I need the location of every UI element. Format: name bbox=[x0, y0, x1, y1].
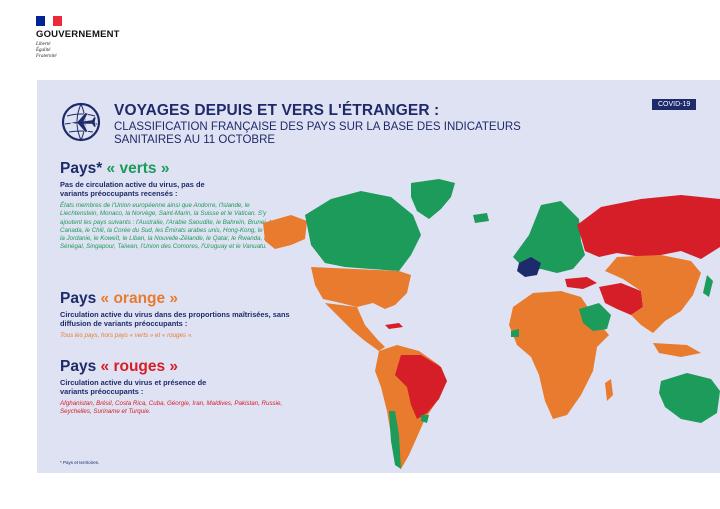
orange-heading: Pays « orange » bbox=[60, 290, 300, 308]
map-cuba bbox=[385, 323, 403, 329]
red-heading: Pays « rouges » bbox=[60, 358, 295, 376]
orange-label: « orange » bbox=[100, 290, 179, 307]
map-turkey bbox=[565, 277, 597, 289]
red-desc: Circulation active du virus et présence … bbox=[60, 378, 207, 396]
map-russia bbox=[577, 195, 720, 259]
map-greenland bbox=[411, 179, 455, 219]
map-mexico bbox=[325, 303, 385, 351]
gov-logo: GOUVERNEMENT Liberté Égalité Fraternité bbox=[36, 16, 120, 60]
red-section: Pays « rouges » Circulation active du vi… bbox=[60, 358, 295, 417]
green-section: Pays* « verts » Pas de circulation activ… bbox=[60, 160, 285, 252]
map-chile bbox=[389, 411, 401, 469]
map-senegal bbox=[511, 329, 519, 337]
green-list: États membres de l'Union européenne ains… bbox=[60, 202, 283, 251]
covid-badge: COVID-19 bbox=[652, 99, 697, 110]
motto-line-1: Liberté bbox=[36, 42, 51, 47]
orange-prefix: Pays bbox=[60, 290, 101, 307]
red-prefix: Pays bbox=[60, 358, 101, 375]
green-label: « verts » bbox=[106, 160, 170, 177]
map-japan bbox=[703, 275, 713, 297]
red-list: Afghanistan, Brésil, Costa Rica, Cuba, G… bbox=[60, 400, 283, 416]
map-usa bbox=[311, 267, 411, 309]
map-europe bbox=[513, 201, 585, 273]
map-madagascar bbox=[605, 379, 613, 401]
plane-globe-icon bbox=[61, 102, 101, 142]
red-label: « rouges » bbox=[100, 358, 179, 375]
map-alaska bbox=[263, 215, 307, 249]
info-card: VOYAGES DEPUIS ET VERS L'ÉTRANGER : CLAS… bbox=[37, 80, 720, 473]
map-indonesia bbox=[653, 343, 701, 357]
map-brazil bbox=[395, 355, 447, 419]
world-map bbox=[263, 179, 720, 469]
page-subtitle: CLASSIFICATION FRANÇAISE DES PAYS SUR LA… bbox=[114, 121, 521, 146]
map-canada bbox=[305, 191, 421, 271]
green-heading: Pays* « verts » bbox=[60, 160, 285, 178]
orange-list: Tous les pays, hors pays « verts » et « … bbox=[60, 332, 193, 339]
map-france bbox=[517, 257, 541, 277]
motto-line-2: Égalité bbox=[36, 48, 51, 53]
map-uruguay bbox=[421, 415, 429, 423]
orange-section: Pays « orange » Circulation active du vi… bbox=[60, 290, 300, 340]
map-saudi bbox=[579, 303, 611, 331]
orange-desc: Circulation active du virus dans des pro… bbox=[60, 310, 290, 328]
french-flag-icon bbox=[36, 16, 63, 26]
map-iran-pak bbox=[599, 283, 643, 315]
map-iceland bbox=[473, 213, 489, 223]
green-desc: Pas de circulation active du virus, pas … bbox=[60, 180, 205, 198]
footnote: * Pays et territoires. bbox=[60, 460, 100, 465]
page-title: VOYAGES DEPUIS ET VERS L'ÉTRANGER : bbox=[114, 102, 440, 119]
gov-motto: Liberté Égalité Fraternité bbox=[36, 42, 120, 60]
gov-name: GOUVERNEMENT bbox=[36, 29, 120, 40]
map-asia bbox=[605, 255, 701, 333]
green-prefix: Pays* bbox=[60, 160, 107, 177]
motto-line-3: Fraternité bbox=[36, 54, 57, 59]
map-australia bbox=[659, 373, 720, 423]
